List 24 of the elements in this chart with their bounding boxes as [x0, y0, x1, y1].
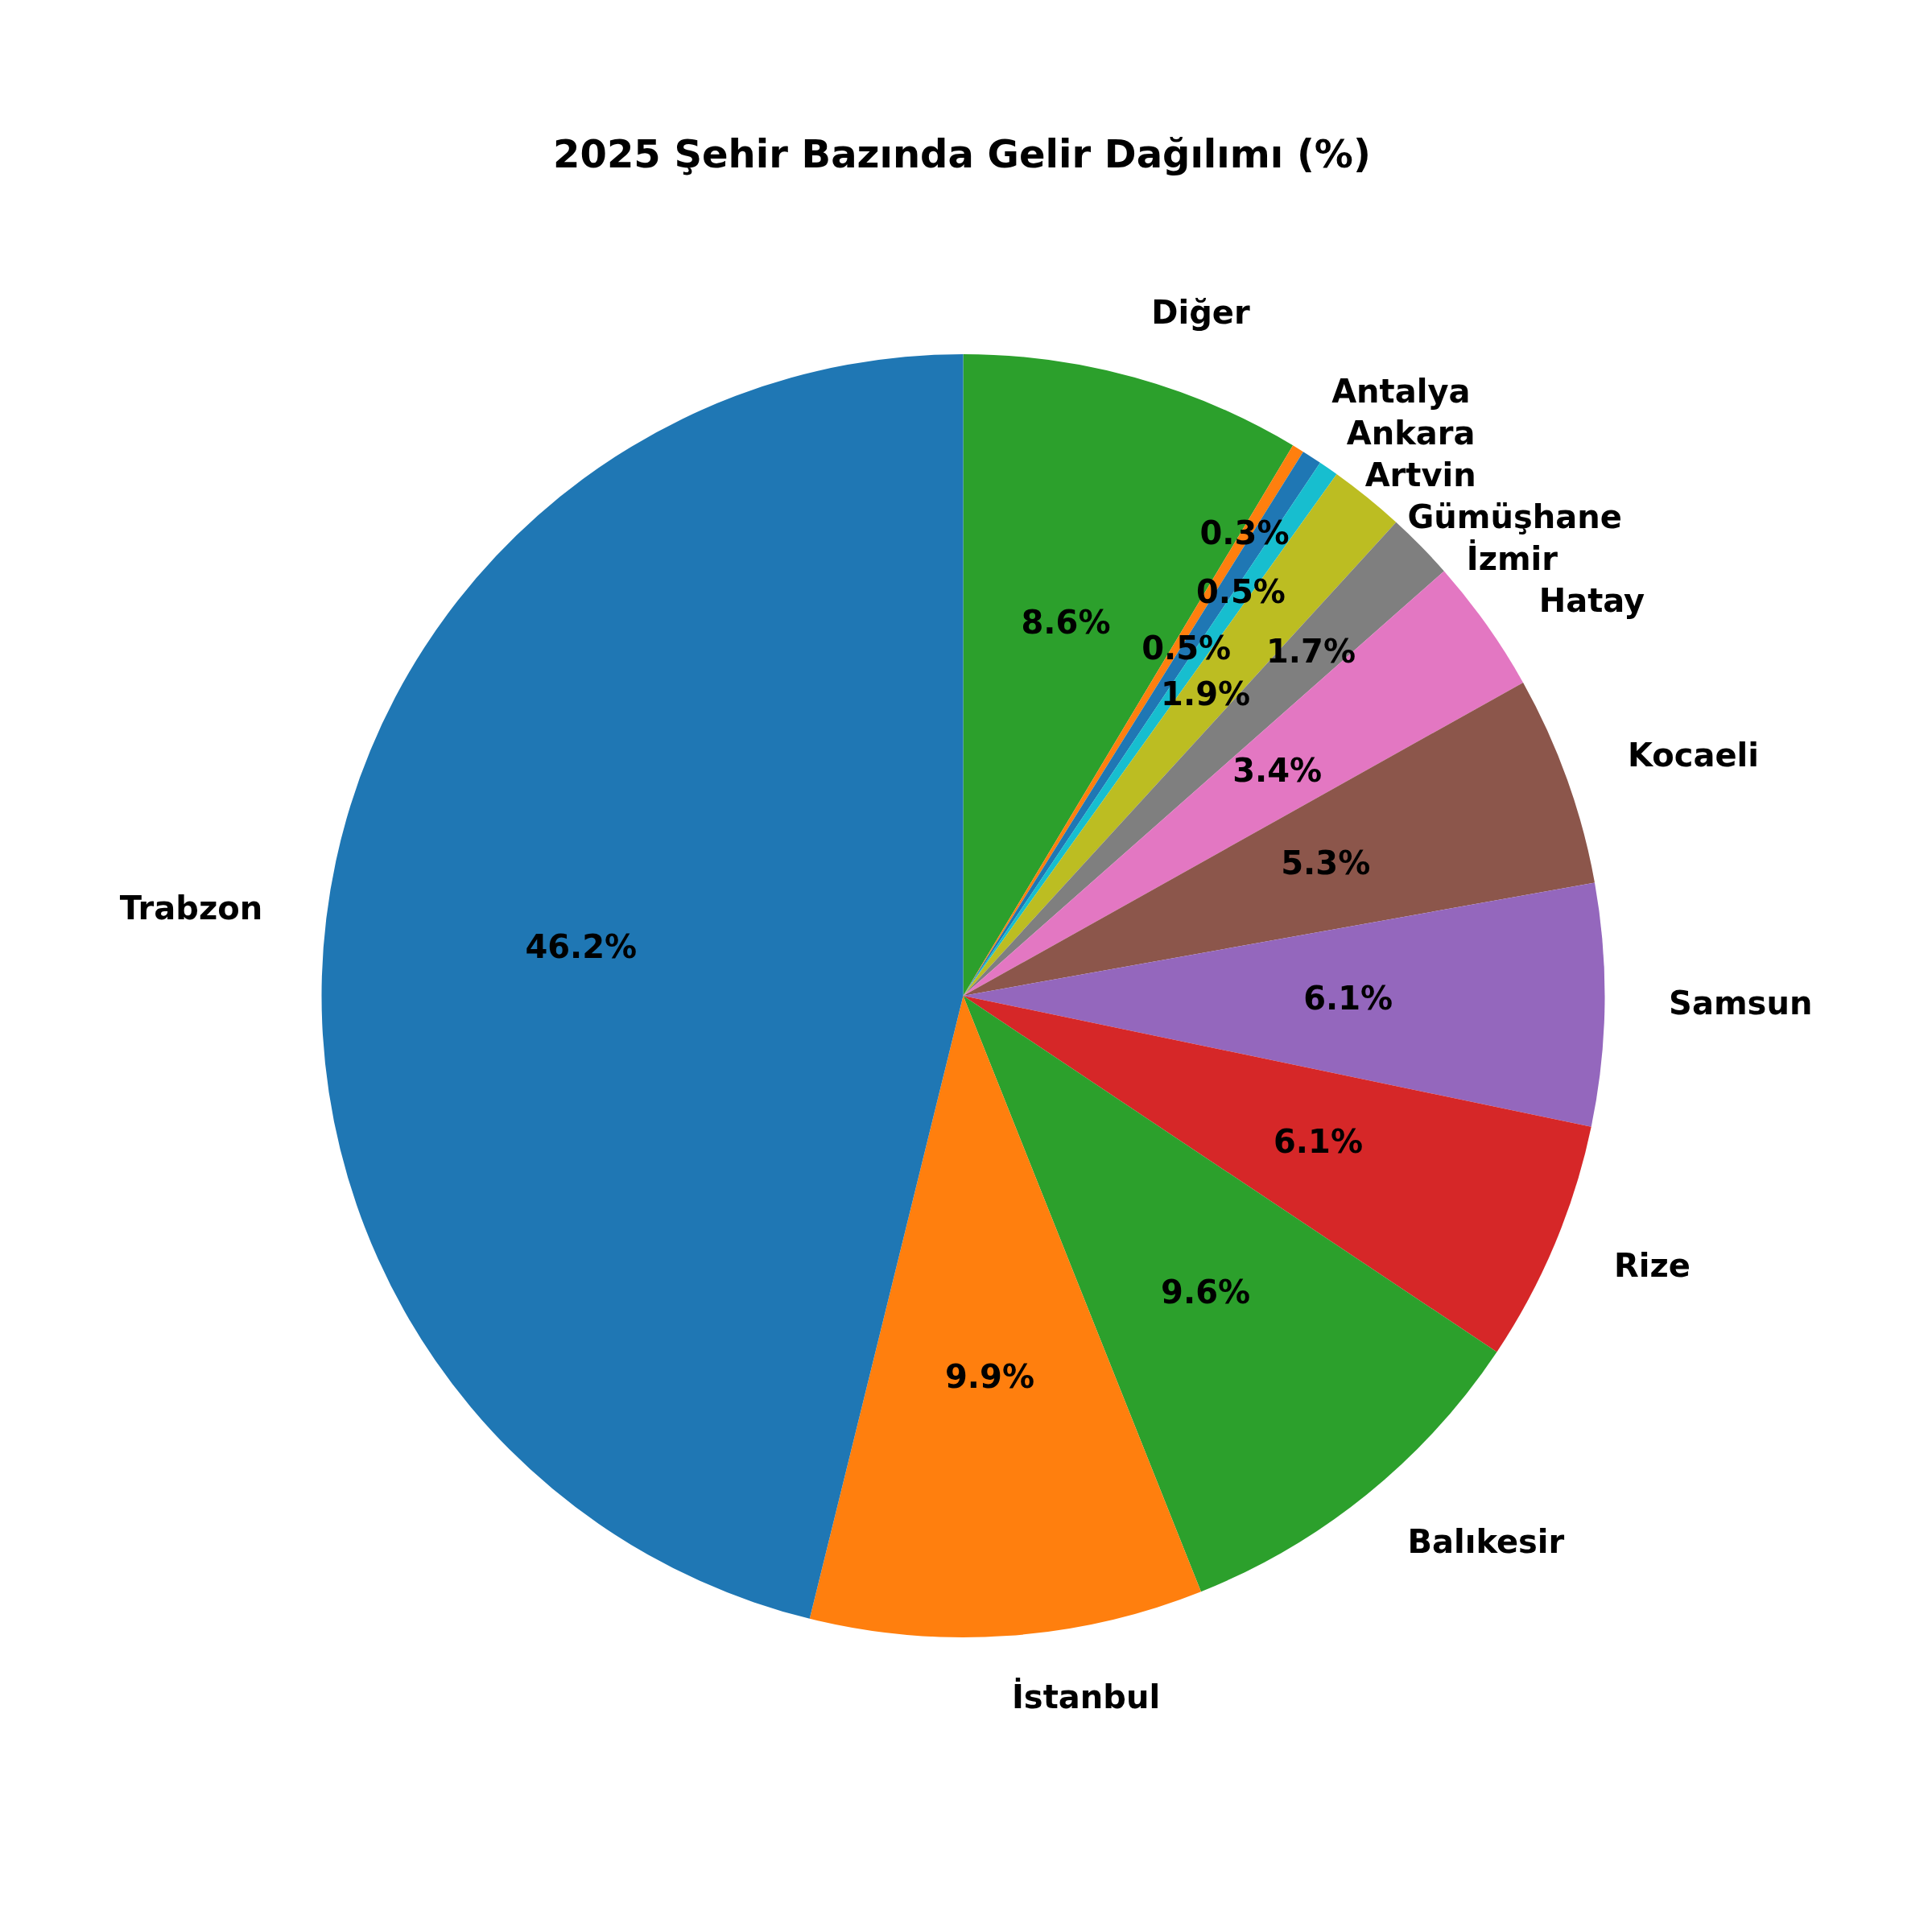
slice-label: Artvin	[1364, 456, 1476, 493]
data-label: 0.5%	[1141, 630, 1232, 667]
data-label: 9.6%	[1161, 1273, 1251, 1311]
slice-label: Ankara	[1346, 414, 1476, 452]
data-label: 8.6%	[1021, 603, 1111, 641]
data-label: 0.3%	[1199, 514, 1290, 552]
slice-label: Diğer	[1151, 294, 1250, 332]
data-label: 3.4%	[1232, 751, 1323, 789]
data-label: 46.2%	[525, 927, 638, 965]
data-label: 6.1%	[1303, 980, 1393, 1018]
slice-label: İstanbul	[1011, 1678, 1161, 1715]
slice-label: Kocaeli	[1627, 737, 1759, 774]
slice-label: Hatay	[1538, 581, 1645, 619]
data-label: 9.9%	[945, 1358, 1034, 1396]
data-label: 6.1%	[1274, 1123, 1363, 1161]
slice-label: Trabzon	[119, 889, 263, 927]
slice-label: Gümüşhane	[1407, 497, 1622, 535]
chart-title: 2025 Şehir Bazında Gelir Dağılımı (%)	[553, 131, 1371, 177]
slice-label: Samsun	[1669, 984, 1813, 1022]
slice-label: Balıkesir	[1407, 1522, 1565, 1560]
slice-label: Rize	[1614, 1247, 1690, 1285]
data-label: 5.3%	[1281, 844, 1371, 882]
slice-label: Antalya	[1331, 372, 1471, 410]
slice-label: İzmir	[1466, 539, 1558, 577]
